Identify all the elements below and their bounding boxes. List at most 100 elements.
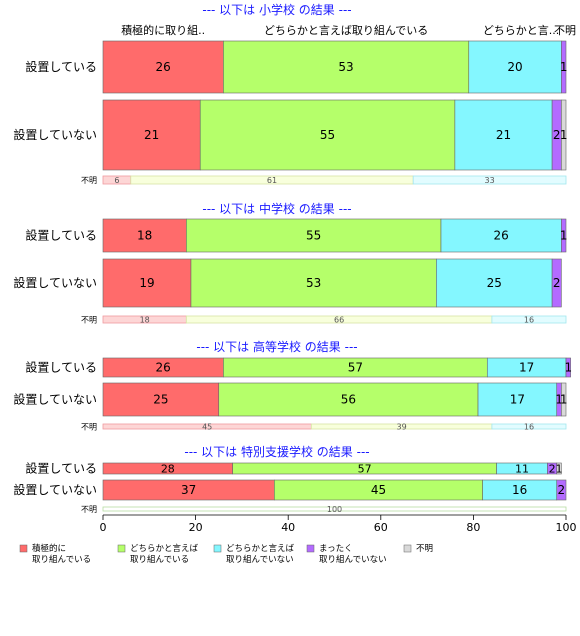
bar-segment: [477, 382, 558, 417]
segment-value-label: 1: [560, 393, 568, 407]
bar-segment: [436, 258, 553, 308]
unknown-value-label: 39: [397, 423, 407, 432]
bar-row: 設置していない 37 45 16 2: [13, 479, 567, 501]
segment-value-label: 45: [371, 483, 386, 497]
bar-segment: [551, 258, 562, 308]
x-tick-label: 80: [466, 521, 480, 534]
unknown-value-label: 45: [202, 423, 212, 432]
unknown-value-label: 18: [140, 316, 150, 325]
segment-value-label: 11: [515, 463, 529, 476]
segment-value-label: 21: [496, 128, 511, 142]
bar-segment: [561, 218, 567, 253]
segment-value-label: 1: [556, 463, 563, 476]
bar-segment: [556, 462, 562, 475]
bar-segment: [102, 218, 187, 253]
segment-value-label: 19: [139, 276, 154, 290]
legend-label: どちらかと言えば: [226, 543, 295, 554]
x-tick-label: 100: [556, 521, 577, 534]
unknown-value-label: 16: [524, 423, 534, 432]
bar-row: 設置していない 21 55 21 2 1: [13, 99, 568, 171]
bar-segment: [218, 382, 479, 417]
unknown-row-label: 不明: [81, 316, 97, 325]
segment-value-label: 1: [555, 393, 563, 407]
segment-value-label: 2: [553, 276, 561, 290]
row-label: 設置している: [25, 59, 97, 74]
row-label: 設置している: [25, 360, 97, 375]
column-header-label: どちらかと言えば取り組んでいる: [264, 24, 428, 37]
bar-segment: [561, 99, 567, 171]
unknown-value-label: 66: [334, 316, 344, 325]
bar-row: 設置している 28 57 11 2 1: [25, 461, 562, 476]
segment-value-label: 57: [348, 361, 363, 375]
legend-swatch: [117, 544, 126, 553]
legend-label: 積極的に: [32, 543, 66, 554]
segment-value-label: 25: [153, 393, 168, 407]
bar-segment: [186, 218, 442, 253]
row-label: 設置していない: [13, 127, 97, 142]
segment-value-label: 57: [358, 463, 372, 476]
unknown-segment: [102, 506, 567, 512]
panel-title: --- 以下は 小学校 の結果 ---: [202, 2, 351, 17]
bar-segment: [102, 382, 220, 417]
panel-title: --- 以下は 特別支援学校 の結果 ---: [184, 444, 369, 459]
segment-value-label: 1: [560, 60, 568, 74]
segment-value-label: 55: [320, 128, 335, 142]
bar-segment: [565, 357, 571, 378]
bar-segment: [102, 40, 224, 94]
bar-row: 設置している 18 55 26 1: [25, 218, 568, 253]
row-label: 設置している: [25, 228, 97, 243]
segment-value-label: 1: [564, 361, 572, 375]
segment-value-label: 53: [306, 276, 321, 290]
unknown-segment: [491, 315, 567, 324]
segment-value-label: 2: [549, 463, 556, 476]
panel-title: --- 以下は 高等学校 の結果 ---: [196, 339, 357, 354]
x-tick-label: 20: [189, 521, 203, 534]
legend-swatch: [306, 544, 315, 553]
bar-segment: [199, 99, 456, 171]
segment-value-label: 21: [144, 128, 159, 142]
unknown-value-label: 100: [327, 505, 342, 514]
row-label: 設置していない: [13, 482, 97, 497]
bar-segment: [223, 40, 470, 94]
bar-segment: [468, 40, 562, 94]
segment-value-label: 37: [181, 483, 196, 497]
segment-value-label: 26: [156, 60, 171, 74]
unknown-value-label: 61: [267, 176, 277, 185]
segment-value-label: 16: [512, 483, 527, 497]
legend-label: 取り組んでいない: [226, 554, 294, 565]
row-label: 設置していない: [13, 392, 97, 407]
unknown-row: 不明 45 39 16: [81, 423, 567, 432]
bar-segment: [440, 218, 562, 253]
unknown-row-label: 不明: [81, 423, 97, 432]
bar-segment: [102, 99, 201, 171]
legend-label: 取り組んでいる: [32, 554, 91, 565]
row-label: 設置していない: [13, 275, 97, 290]
segment-value-label: 53: [338, 60, 353, 74]
unknown-row-label: 不明: [81, 176, 97, 185]
column-header-label: 不明: [554, 24, 576, 37]
bar-segment: [102, 258, 192, 308]
segment-value-label: 26: [156, 361, 171, 375]
row-label: 設置している: [25, 461, 97, 476]
unknown-value-label: 33: [485, 176, 495, 185]
panel-4: --- 以下は 特別支援学校 の結果 ---設置している 28 57 11 2 1設置して…: [13, 444, 567, 514]
unknown-segment: [412, 175, 567, 185]
segment-value-label: 28: [161, 463, 175, 476]
x-tick-label: 40: [281, 521, 295, 534]
legend-label: 取り組んでいる: [130, 554, 189, 565]
segment-value-label: 2: [558, 483, 566, 497]
legend-label: まったく: [319, 544, 353, 554]
panel-3: --- 以下は 高等学校 の結果 --- 設置している 26 57 17 1 設置していない…: [13, 339, 572, 432]
legend: 積極的に取り組んでいるどちらかと言えば取り組んでいるどちらかと言えば取り組んでい…: [19, 543, 433, 565]
unknown-row: 不明 6 61 33: [81, 175, 567, 185]
segment-value-label: 17: [519, 361, 534, 375]
unknown-row-label: 不明: [81, 505, 97, 514]
x-axis: 0 20 40 60 80 100: [100, 514, 577, 534]
bar-segment: [561, 382, 567, 417]
segment-value-label: 17: [510, 393, 525, 407]
unknown-segment: [491, 423, 567, 430]
